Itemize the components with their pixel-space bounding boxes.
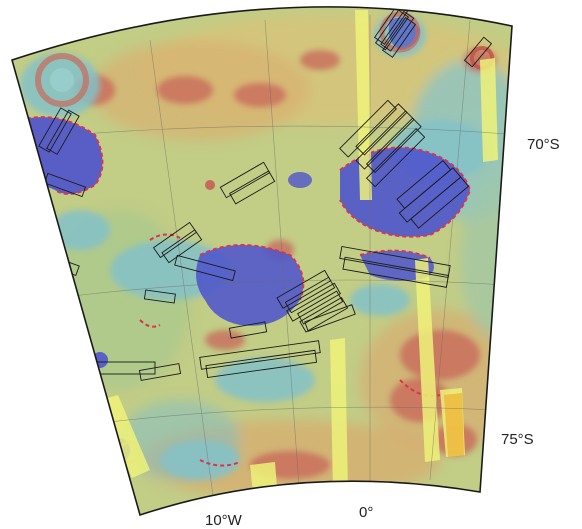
graticule [12,15,512,511]
image-strips [100,10,498,503]
latitude-label-75s: 75°S [501,431,534,448]
terrain-tints [50,15,512,500]
image-strip-orange [444,393,464,457]
longitude-label-0: 0° [359,504,374,521]
latitude-label-70s: 70°S [527,136,560,153]
longitude-label-10w: 10°W [205,512,242,529]
map-border [11,6,513,517]
footprints [38,6,493,381]
